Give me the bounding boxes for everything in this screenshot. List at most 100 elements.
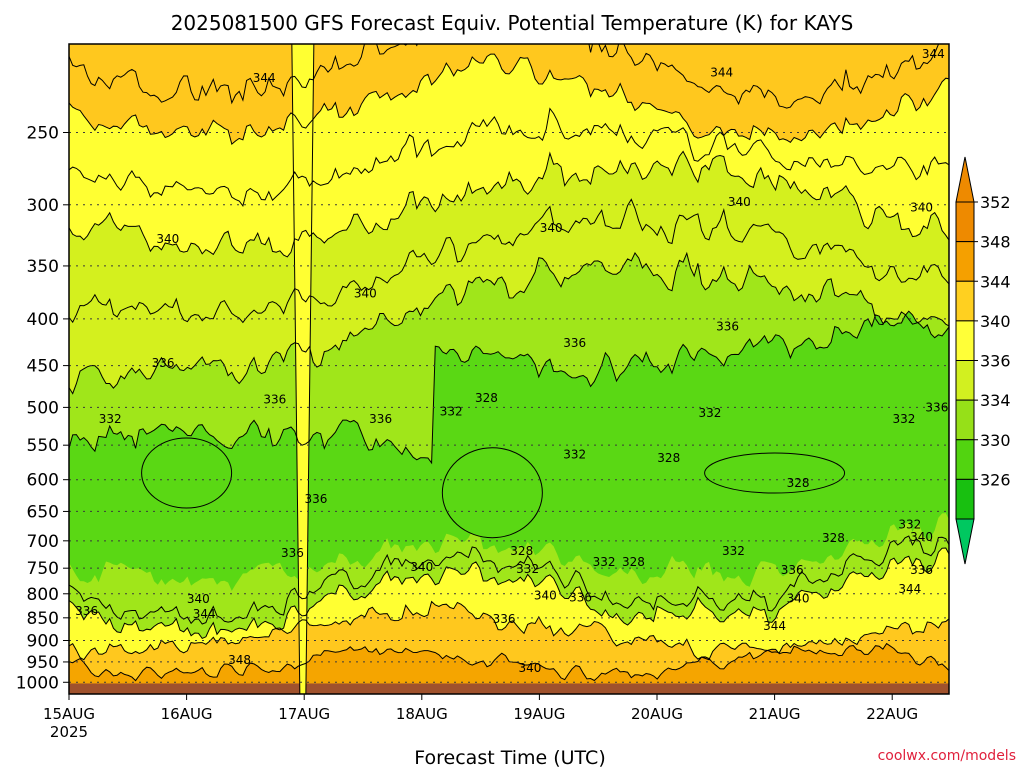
y-tick-label: 900	[27, 631, 59, 651]
contour-label: 332	[563, 447, 586, 461]
isentrope-mid	[69, 107, 949, 208]
x-tick-label: 22AUG	[866, 705, 918, 723]
contour-label: 344	[763, 619, 786, 633]
colorbar-label: 326	[980, 470, 1011, 489]
colorbar-label: 334	[980, 391, 1011, 410]
y-tick-label: 700	[27, 532, 59, 552]
layer-348-low	[69, 643, 949, 694]
contour-label: 344	[922, 47, 945, 61]
contour-label: 332	[698, 406, 721, 420]
colorbar-label: 344	[980, 272, 1011, 291]
colorbar-label: 330	[980, 431, 1011, 450]
contour-label: 336	[563, 336, 586, 350]
moist-pocket	[441, 447, 543, 539]
y-tick-label: 250	[27, 123, 59, 143]
isentrope-344-low	[69, 600, 949, 661]
x-tick-label: 18AUG	[396, 705, 448, 723]
contour-label: 336	[263, 392, 286, 406]
contour-label: 348	[228, 653, 251, 667]
contour-label: 336	[305, 492, 328, 506]
isentrope-mid	[69, 198, 949, 324]
contour-label: 328	[475, 391, 498, 405]
contour-label: 340	[910, 530, 933, 544]
colorbar-label: 348	[980, 233, 1011, 252]
colorbar-bottom-arrow	[955, 518, 975, 565]
contour-label: 336	[910, 563, 933, 577]
contour-label: 340	[187, 592, 210, 606]
contour-label: 344	[710, 66, 733, 80]
contour-label: 332	[898, 518, 921, 532]
x-tick-label: 17AUG	[278, 705, 330, 723]
contour-label: 328	[622, 555, 645, 569]
plot-frame	[68, 43, 950, 695]
colorbar-label: 340	[980, 312, 1011, 331]
chart-title: 2025081500 GFS Forecast Equiv. Potential…	[171, 11, 854, 35]
colorbar-swatch	[955, 280, 975, 322]
isentrope-upper	[69, 44, 940, 109]
y-tick-label: 600	[27, 471, 59, 491]
contour-label: 336	[369, 412, 392, 426]
contour-lines	[69, 44, 949, 682]
x-tick-label: 20AUG	[631, 705, 683, 723]
contour-label: 328	[787, 476, 810, 490]
y-tick-label: 500	[27, 398, 59, 418]
contour-label: 332	[99, 412, 122, 426]
isentrope-low	[69, 535, 949, 625]
contour-label: 332	[593, 555, 616, 569]
contour-label: 344	[253, 71, 276, 85]
x-axis-label: Forecast Time (UTC)	[414, 747, 605, 768]
contour-label: 332	[722, 544, 745, 558]
contour-label: 332	[893, 412, 916, 426]
contour-label: 328	[822, 531, 845, 545]
contour-label: 340	[156, 232, 179, 246]
colorbar-swatch	[955, 201, 975, 243]
colorbar-label: 352	[980, 193, 1011, 212]
ground-surface	[69, 683, 949, 694]
y-tick-label: 350	[27, 257, 59, 277]
contour-label: 336	[281, 546, 304, 560]
y-axis: 2503003504004505005506006507007508008509…	[16, 123, 69, 693]
y-tick-label: 450	[27, 357, 59, 377]
y-tick-label: 750	[27, 559, 59, 579]
y-tick-label: 650	[27, 502, 59, 522]
x-tick-label: 21AUG	[749, 705, 801, 723]
colorbar: 352 348 344 340 336 334 330 326	[955, 156, 1011, 565]
y-tick-label: 950	[27, 653, 59, 673]
contour-label: 344	[193, 607, 216, 621]
isentrope-340-low	[69, 547, 949, 640]
isentrope-348-low	[69, 642, 949, 682]
x-tick-label: 16AUG	[161, 705, 213, 723]
y-tick-label: 850	[27, 609, 59, 629]
colorbar-swatch	[955, 399, 975, 441]
contour-label: 336	[925, 400, 948, 414]
credit-link[interactable]: coolwx.com/models	[878, 748, 1016, 764]
contour-label: 328	[657, 451, 680, 465]
colorbar-swatch	[955, 439, 975, 480]
y-tick-label: 1000	[16, 673, 59, 693]
contour-label: 332	[440, 404, 463, 418]
moist-pocket	[704, 452, 846, 494]
y-tick-label: 550	[27, 436, 59, 456]
contour-label: 340	[354, 286, 377, 300]
contour-label: 336	[75, 604, 98, 618]
contour-label: 344	[898, 582, 921, 596]
contour-label: 340	[410, 560, 433, 574]
contour-label: 336	[493, 612, 516, 626]
contour-label: 340	[534, 588, 557, 602]
moist-pocket	[141, 437, 233, 509]
contour-label: 340	[910, 200, 933, 214]
contour-label: 340	[519, 661, 542, 675]
contour-label: 336	[781, 563, 804, 577]
colorbar-top-arrow	[955, 156, 975, 203]
isentrope-334	[69, 310, 949, 465]
colorbar-swatch	[955, 360, 975, 401]
x-tick-sublabel: 2025	[50, 723, 88, 741]
y-tick-label: 800	[27, 585, 59, 605]
colorbar-swatch	[955, 478, 975, 520]
y-tick-label: 300	[27, 196, 59, 216]
contour-label: 336	[569, 591, 592, 605]
